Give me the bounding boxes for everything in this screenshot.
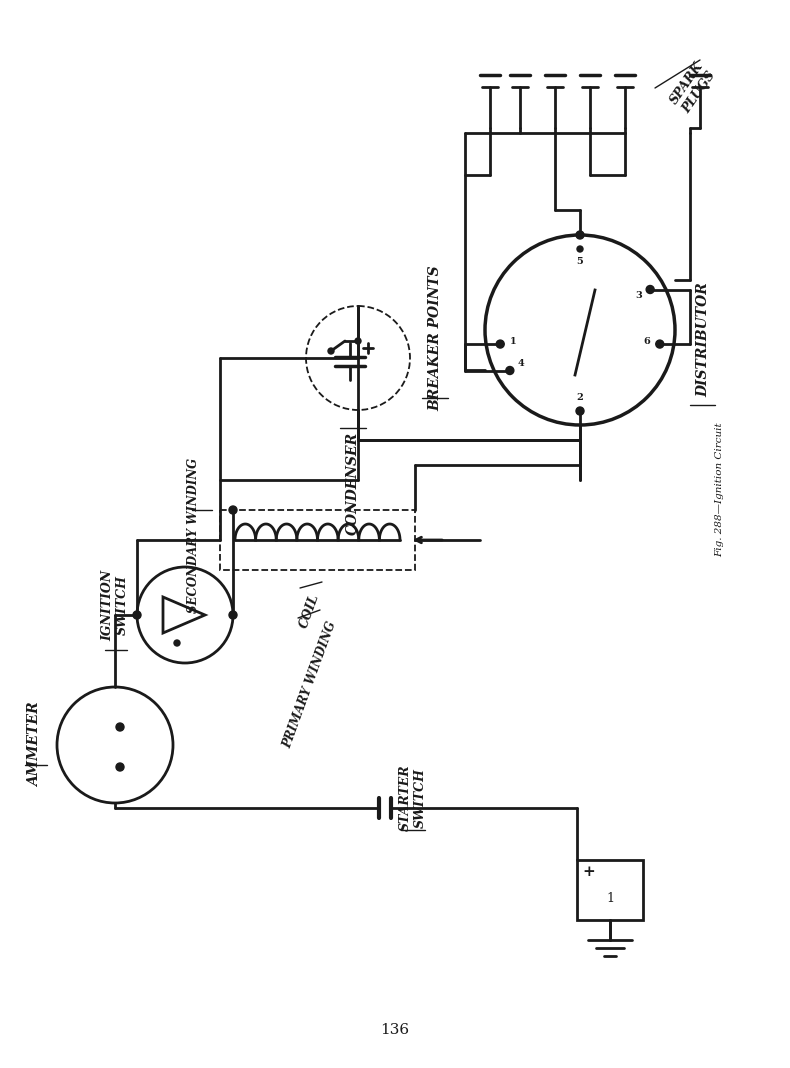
- Circle shape: [116, 763, 124, 771]
- Circle shape: [507, 367, 513, 374]
- Circle shape: [229, 611, 237, 619]
- Circle shape: [497, 341, 503, 347]
- Text: IGNITION
SWITCH: IGNITION SWITCH: [101, 569, 129, 641]
- Text: SECONDARY WINDING: SECONDARY WINDING: [187, 457, 200, 613]
- Circle shape: [646, 285, 654, 294]
- Circle shape: [576, 231, 584, 239]
- Circle shape: [656, 340, 664, 348]
- Circle shape: [577, 246, 583, 252]
- Text: 136: 136: [381, 1023, 409, 1037]
- Circle shape: [229, 506, 237, 514]
- Circle shape: [116, 723, 124, 731]
- Text: COIL: COIL: [298, 592, 322, 630]
- Bar: [220, 511, 415, 570]
- Text: PRIMARY WINDING: PRIMARY WINDING: [281, 621, 339, 751]
- Circle shape: [576, 407, 584, 415]
- Circle shape: [647, 286, 653, 293]
- Text: 5: 5: [577, 257, 583, 267]
- Circle shape: [174, 640, 180, 646]
- Text: 2: 2: [577, 393, 583, 403]
- Circle shape: [496, 340, 504, 348]
- Text: 1: 1: [606, 892, 614, 905]
- Text: STARTER
SWITCH: STARTER SWITCH: [399, 765, 427, 831]
- Circle shape: [656, 341, 663, 347]
- Text: 1: 1: [510, 337, 517, 346]
- Text: 6: 6: [644, 337, 650, 346]
- Circle shape: [577, 408, 583, 414]
- Text: +: +: [583, 865, 596, 879]
- Text: 3: 3: [635, 292, 642, 300]
- Bar: [577, 860, 643, 920]
- Text: BREAKER POINTS: BREAKER POINTS: [428, 265, 442, 411]
- Circle shape: [355, 337, 361, 344]
- Circle shape: [328, 348, 334, 354]
- Circle shape: [506, 366, 514, 375]
- Text: DISTRIBUTOR: DISTRIBUTOR: [696, 283, 710, 397]
- Text: 4: 4: [517, 360, 525, 368]
- Text: AMMETER: AMMETER: [28, 703, 42, 787]
- Text: CONDENSER: CONDENSER: [346, 431, 360, 535]
- Text: SPARK
PLUGS: SPARK PLUGS: [668, 60, 719, 115]
- Circle shape: [133, 611, 141, 619]
- Text: Fig. 288—Ignition Circuit: Fig. 288—Ignition Circuit: [716, 423, 724, 557]
